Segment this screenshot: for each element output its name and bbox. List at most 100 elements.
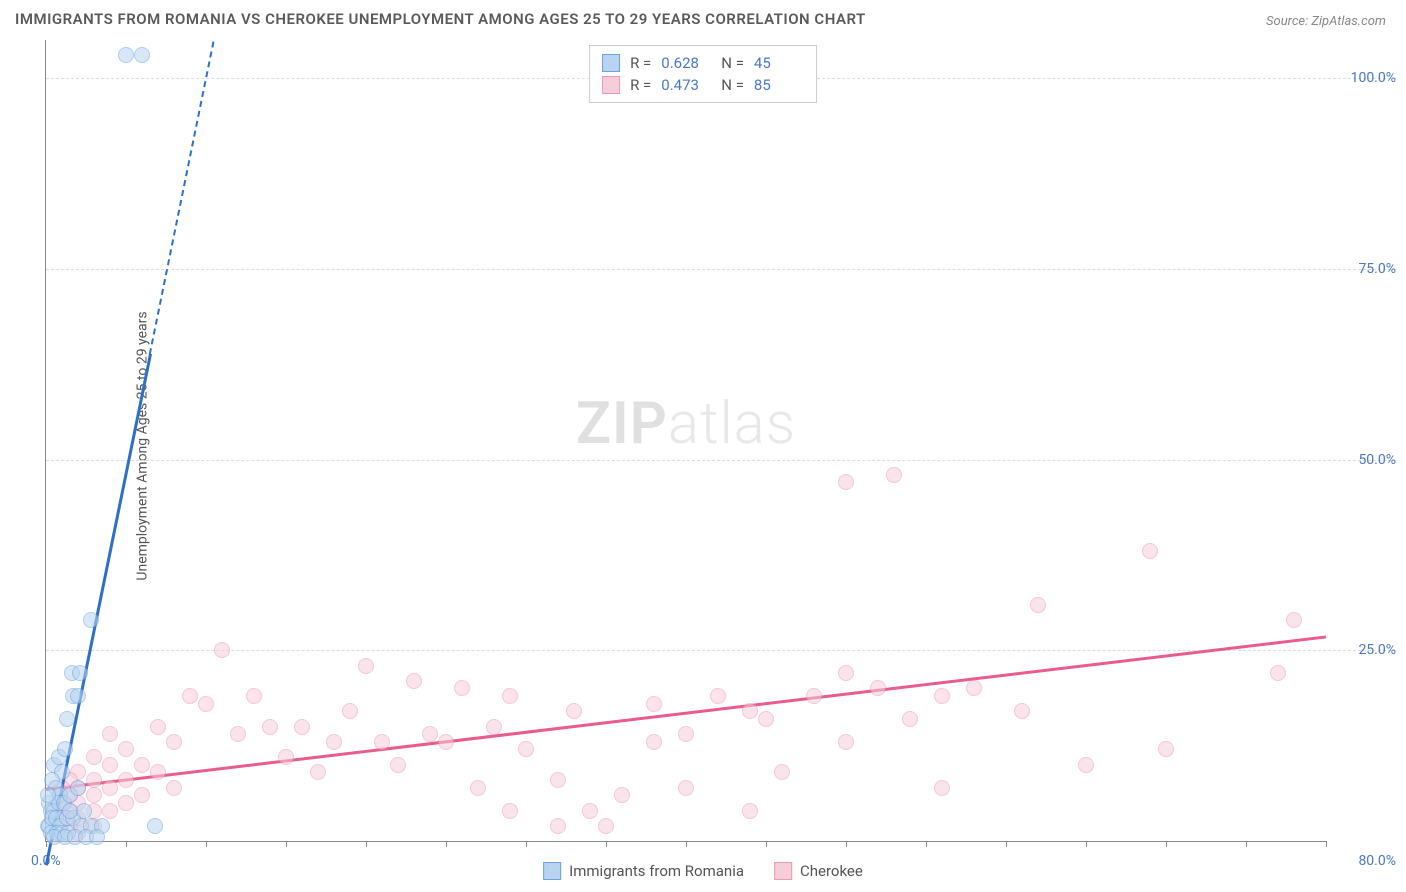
gridline (46, 269, 1396, 270)
x-tick (366, 841, 367, 847)
data-point (870, 680, 886, 696)
r-label: R = (630, 76, 651, 94)
data-point (102, 780, 118, 796)
data-point (550, 772, 566, 788)
data-point (358, 658, 374, 674)
data-point (742, 703, 758, 719)
x-tick (926, 841, 927, 847)
data-point (118, 772, 134, 788)
data-point (102, 803, 118, 819)
data-point (838, 734, 854, 750)
data-point (518, 741, 534, 757)
data-point (1270, 665, 1286, 681)
data-point (342, 703, 358, 719)
data-point (102, 757, 118, 773)
data-point (1158, 741, 1174, 757)
data-point (934, 780, 950, 796)
data-point (614, 787, 630, 803)
data-point (118, 47, 134, 63)
x-tick (686, 841, 687, 847)
data-point (40, 787, 56, 803)
data-point (230, 726, 246, 742)
data-point (166, 734, 182, 750)
data-point (838, 474, 854, 490)
data-point (646, 696, 662, 712)
data-point (774, 764, 790, 780)
x-tick (1326, 841, 1327, 847)
data-point (182, 688, 198, 704)
data-point (118, 795, 134, 811)
gridline (46, 460, 1396, 461)
data-point (758, 711, 774, 727)
data-point (134, 757, 150, 773)
data-point (294, 719, 310, 735)
x-tick (446, 841, 447, 847)
source-attribution: Source: ZipAtlas.com (1266, 14, 1386, 29)
data-point (502, 688, 518, 704)
y-tick-label: 50.0% (1358, 452, 1396, 468)
data-point (886, 467, 902, 483)
data-point (902, 711, 918, 727)
x-tick-label-end: 80.0% (1358, 853, 1396, 869)
x-tick (286, 841, 287, 847)
data-point (1286, 612, 1302, 628)
data-point (374, 734, 390, 750)
trend-line (46, 635, 1326, 790)
data-point (59, 711, 75, 727)
data-point (246, 688, 262, 704)
stat-row: R =0.473N =85 (602, 74, 804, 96)
data-point (326, 734, 342, 750)
x-tick (1006, 841, 1007, 847)
data-point (566, 703, 582, 719)
legend-swatch (774, 862, 792, 880)
data-point (470, 780, 486, 796)
data-point (934, 688, 950, 704)
data-point (166, 780, 182, 796)
series-name: Immigrants from Romania (569, 862, 744, 880)
data-point (966, 680, 982, 696)
data-point (678, 780, 694, 796)
data-point (1078, 757, 1094, 773)
series-legend-item: Immigrants from Romania (543, 862, 744, 880)
data-point (598, 818, 614, 834)
data-point (454, 680, 470, 696)
data-point (502, 803, 518, 819)
series-name: Cherokee (800, 862, 863, 880)
data-point (582, 803, 598, 819)
data-point (214, 642, 230, 658)
data-point (70, 780, 86, 796)
data-point (118, 741, 134, 757)
data-point (89, 829, 105, 845)
x-tick (1166, 841, 1167, 847)
x-tick (1086, 841, 1087, 847)
data-point (76, 803, 92, 819)
x-tick (526, 841, 527, 847)
data-point (742, 803, 758, 819)
data-point (134, 787, 150, 803)
r-value: 0.473 (661, 76, 711, 94)
data-point (262, 719, 278, 735)
data-point (486, 719, 502, 735)
series-legend-item: Cherokee (774, 862, 863, 880)
data-point (278, 749, 294, 765)
stats-legend: R =0.628N =45R =0.473N =85 (589, 45, 817, 103)
n-value: 45 (754, 54, 804, 72)
data-point (86, 749, 102, 765)
data-point (70, 688, 86, 704)
data-point (147, 818, 163, 834)
data-point (1030, 597, 1046, 613)
data-point (150, 764, 166, 780)
data-point (198, 696, 214, 712)
data-point (134, 47, 150, 63)
legend-swatch (543, 862, 561, 880)
data-point (72, 665, 88, 681)
data-point (710, 688, 726, 704)
data-point (310, 764, 326, 780)
x-tick (846, 841, 847, 847)
data-point (678, 726, 694, 742)
chart-title: IMMIGRANTS FROM ROMANIA VS CHEROKEE UNEM… (15, 10, 866, 28)
legend-swatch (602, 76, 620, 94)
stat-row: R =0.628N =45 (602, 52, 804, 74)
plot-area: ZIPatlas 25.0%50.0%75.0%100.0%0.0%80.0% (45, 40, 1326, 842)
n-label: N = (721, 76, 744, 94)
